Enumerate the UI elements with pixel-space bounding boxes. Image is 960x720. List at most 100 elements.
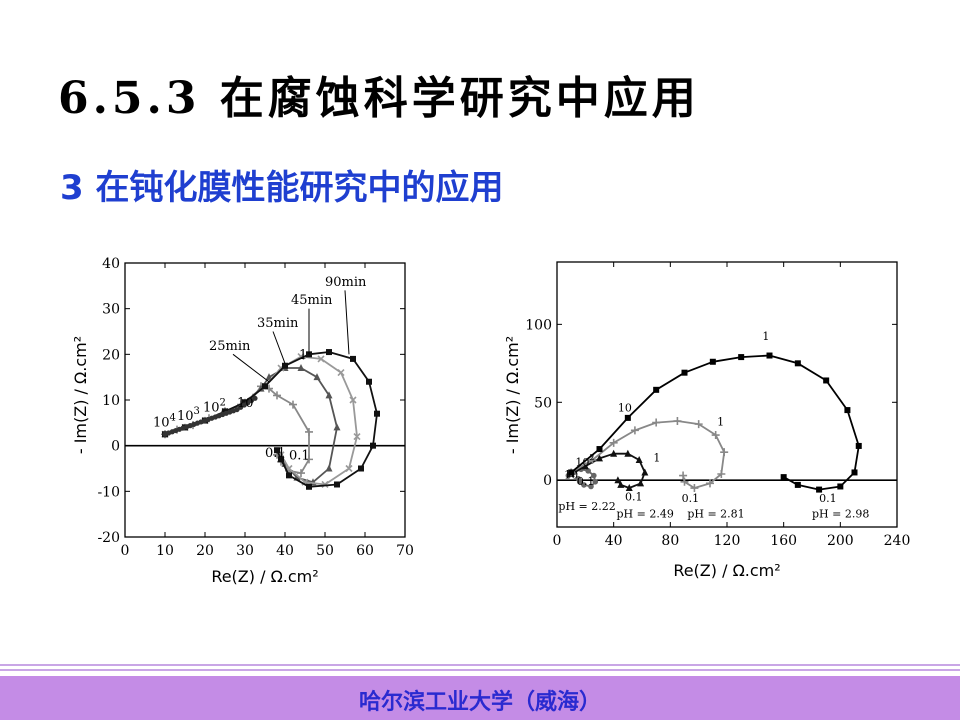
x-axis-title: Re(Z) / Ω.cm² [211,567,318,586]
data-point [297,364,305,372]
data-point [273,391,281,400]
footer-divider-bottom [0,669,960,671]
y-tick-label: 10 [102,393,120,409]
data-point [289,400,297,409]
data-point [717,470,726,478]
data-point [262,383,268,390]
data-point [588,455,597,464]
data-point [679,471,688,480]
x-axis-title: Re(Z) / Ω.cm² [673,561,780,580]
data-point [624,414,631,421]
series-ph-2-98 [568,352,862,493]
x-tick-label: 0 [553,533,562,549]
y-axis-title: - Im(Z) / Ω.cm² [503,336,522,454]
x-tick-label: 0 [121,543,130,559]
x-tick-label: 30 [236,543,254,559]
chart-annotation: 1 [762,330,769,343]
chart-annotation: 90min [325,275,367,290]
page-title: 6.5.3 在腐蚀科学研究中应用 [58,73,700,124]
footer-divider-top [0,664,960,666]
data-point [585,468,591,474]
chart-annotation: 25min [209,339,251,354]
data-point [306,483,312,490]
data-point [630,426,639,435]
chart-annotation: 0.1 [265,446,286,461]
data-point [844,407,851,414]
data-point [794,481,801,488]
data-point [609,438,618,447]
data-point [596,454,603,462]
data-point [242,399,248,406]
data-point [588,483,594,490]
data-point [617,480,625,488]
data-point [581,482,587,488]
data-point [349,396,357,404]
data-point [780,474,787,481]
y-tick-label: -10 [97,484,120,500]
data-point [366,378,372,385]
x-tick-label: 160 [770,533,797,549]
data-point [766,352,773,359]
data-point [286,472,292,479]
data-point [326,349,332,356]
footer-institution: 哈尔滨工业大学（威海） [358,690,601,715]
annotation-leader [232,353,270,383]
data-point [591,472,597,479]
data-point [282,362,288,369]
chart-annotation: 0.1 [819,492,837,505]
data-point [252,395,258,401]
data-point [305,427,313,436]
data-point [851,469,858,476]
footer-bar [0,676,960,720]
data-point [313,373,321,381]
x-tick-label: 50 [316,543,334,559]
data-point [794,360,801,367]
data-point [581,462,589,470]
data-point [592,478,599,485]
data-point [333,423,341,431]
x-tick-label: 20 [196,543,214,559]
chart-annotation: 10 [618,402,632,415]
data-point [610,449,618,457]
data-point [334,481,340,488]
x-tick-label: 200 [827,533,854,549]
data-point [673,417,682,425]
data-point [709,358,716,365]
data-point [653,386,660,393]
y-tick-label: 0 [543,473,552,489]
annotation-leader [344,290,350,355]
data-point [706,479,714,488]
x-tick-label: 60 [356,543,374,559]
data-point [635,455,643,463]
y-axis-title: - Im(Z) / Ω.cm² [71,336,90,454]
data-point [624,449,632,457]
y-tick-label: 50 [534,395,552,411]
data-point [358,465,364,472]
chart-annotation: 0.1 [289,448,310,463]
chart-annotation: 0.1 [625,491,643,504]
chart-annotation: 45min [291,293,333,308]
data-point [711,431,720,440]
data-point [652,418,661,427]
data-point [694,420,703,429]
data-point [690,484,699,493]
data-point [337,369,345,377]
chart-annotation: pH = 2.98 [812,508,869,521]
series-ph-2-81 [567,417,729,493]
data-point [596,446,603,453]
data-point [614,476,622,484]
chart-annotation: 1 [653,452,660,465]
data-point [681,369,688,376]
data-point [641,468,649,476]
data-point [837,483,844,490]
data-point [305,455,313,464]
data-point [370,442,376,449]
x-tick-label: 80 [661,533,679,549]
page-subtitle: 3 在钝化膜性能研究中的应用 [60,168,504,208]
chart-annotation: pH = 2.81 [687,508,744,521]
data-point [350,355,356,362]
data-point [274,447,280,454]
plot-frame [556,261,898,528]
